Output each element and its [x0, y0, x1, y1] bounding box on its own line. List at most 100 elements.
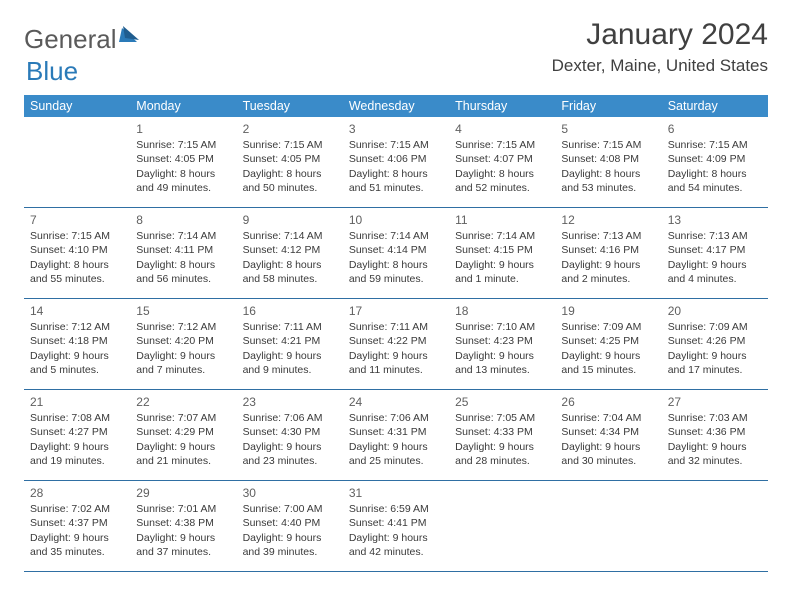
- sunrise-line: Sunrise: 7:05 AM: [455, 411, 549, 425]
- logo-text-blue: Blue: [26, 56, 78, 86]
- day-number: 2: [243, 121, 337, 137]
- col-monday: Monday: [130, 95, 236, 117]
- sunset-line: Sunset: 4:05 PM: [243, 152, 337, 166]
- sunrise-line: Sunrise: 7:15 AM: [561, 138, 655, 152]
- daylight-line: Daylight: 8 hours and 54 minutes.: [668, 167, 762, 195]
- sunrise-line: Sunrise: 7:15 AM: [136, 138, 230, 152]
- calendar-day-cell: 31Sunrise: 6:59 AMSunset: 4:41 PMDayligh…: [343, 481, 449, 572]
- calendar-day-cell: [662, 481, 768, 572]
- daylight-line: Daylight: 9 hours and 7 minutes.: [136, 349, 230, 377]
- day-number: 14: [30, 303, 124, 319]
- daylight-line: Daylight: 9 hours and 5 minutes.: [30, 349, 124, 377]
- sunset-line: Sunset: 4:18 PM: [30, 334, 124, 348]
- daylight-line: Daylight: 8 hours and 53 minutes.: [561, 167, 655, 195]
- calendar-day-cell: 26Sunrise: 7:04 AMSunset: 4:34 PMDayligh…: [555, 390, 661, 481]
- day-number: 4: [455, 121, 549, 137]
- daylight-line: Daylight: 9 hours and 11 minutes.: [349, 349, 443, 377]
- sunset-line: Sunset: 4:41 PM: [349, 516, 443, 530]
- daylight-line: Daylight: 9 hours and 39 minutes.: [243, 531, 337, 559]
- sunrise-line: Sunrise: 7:03 AM: [668, 411, 762, 425]
- day-number: 31: [349, 485, 443, 501]
- sunset-line: Sunset: 4:21 PM: [243, 334, 337, 348]
- sunrise-line: Sunrise: 7:09 AM: [561, 320, 655, 334]
- calendar-day-cell: 17Sunrise: 7:11 AMSunset: 4:22 PMDayligh…: [343, 299, 449, 390]
- calendar-day-cell: 12Sunrise: 7:13 AMSunset: 4:16 PMDayligh…: [555, 208, 661, 299]
- calendar-day-cell: 4Sunrise: 7:15 AMSunset: 4:07 PMDaylight…: [449, 117, 555, 208]
- daylight-line: Daylight: 9 hours and 28 minutes.: [455, 440, 549, 468]
- sunset-line: Sunset: 4:22 PM: [349, 334, 443, 348]
- sunset-line: Sunset: 4:37 PM: [30, 516, 124, 530]
- day-number: 16: [243, 303, 337, 319]
- sunrise-line: Sunrise: 7:13 AM: [561, 229, 655, 243]
- sunset-line: Sunset: 4:12 PM: [243, 243, 337, 257]
- col-sunday: Sunday: [24, 95, 130, 117]
- sunrise-line: Sunrise: 7:13 AM: [668, 229, 762, 243]
- calendar-day-cell: 6Sunrise: 7:15 AMSunset: 4:09 PMDaylight…: [662, 117, 768, 208]
- daylight-line: Daylight: 9 hours and 23 minutes.: [243, 440, 337, 468]
- calendar-week-row: 21Sunrise: 7:08 AMSunset: 4:27 PMDayligh…: [24, 390, 768, 481]
- calendar-day-cell: 18Sunrise: 7:10 AMSunset: 4:23 PMDayligh…: [449, 299, 555, 390]
- calendar-day-cell: 8Sunrise: 7:14 AMSunset: 4:11 PMDaylight…: [130, 208, 236, 299]
- sunset-line: Sunset: 4:30 PM: [243, 425, 337, 439]
- day-number: 18: [455, 303, 549, 319]
- sunset-line: Sunset: 4:27 PM: [30, 425, 124, 439]
- sunset-line: Sunset: 4:07 PM: [455, 152, 549, 166]
- day-number: 30: [243, 485, 337, 501]
- calendar-day-cell: 10Sunrise: 7:14 AMSunset: 4:14 PMDayligh…: [343, 208, 449, 299]
- daylight-line: Daylight: 9 hours and 30 minutes.: [561, 440, 655, 468]
- sunset-line: Sunset: 4:29 PM: [136, 425, 230, 439]
- sunset-line: Sunset: 4:38 PM: [136, 516, 230, 530]
- calendar-day-cell: [555, 481, 661, 572]
- calendar-day-cell: 22Sunrise: 7:07 AMSunset: 4:29 PMDayligh…: [130, 390, 236, 481]
- sunrise-line: Sunrise: 7:07 AM: [136, 411, 230, 425]
- sunset-line: Sunset: 4:34 PM: [561, 425, 655, 439]
- day-number: 28: [30, 485, 124, 501]
- day-number: 13: [668, 212, 762, 228]
- sunset-line: Sunset: 4:08 PM: [561, 152, 655, 166]
- calendar-day-cell: 15Sunrise: 7:12 AMSunset: 4:20 PMDayligh…: [130, 299, 236, 390]
- page-title: January 2024: [552, 18, 768, 52]
- day-number: 3: [349, 121, 443, 137]
- day-number: 20: [668, 303, 762, 319]
- day-number: 21: [30, 394, 124, 410]
- sunset-line: Sunset: 4:36 PM: [668, 425, 762, 439]
- daylight-line: Daylight: 9 hours and 25 minutes.: [349, 440, 443, 468]
- sunrise-line: Sunrise: 7:04 AM: [561, 411, 655, 425]
- daylight-line: Daylight: 9 hours and 4 minutes.: [668, 258, 762, 286]
- calendar-week-row: 1Sunrise: 7:15 AMSunset: 4:05 PMDaylight…: [24, 117, 768, 208]
- calendar-day-cell: 21Sunrise: 7:08 AMSunset: 4:27 PMDayligh…: [24, 390, 130, 481]
- calendar-day-cell: 28Sunrise: 7:02 AMSunset: 4:37 PMDayligh…: [24, 481, 130, 572]
- sunrise-line: Sunrise: 7:00 AM: [243, 502, 337, 516]
- daylight-line: Daylight: 9 hours and 32 minutes.: [668, 440, 762, 468]
- sunrise-line: Sunrise: 7:09 AM: [668, 320, 762, 334]
- daylight-line: Daylight: 8 hours and 52 minutes.: [455, 167, 549, 195]
- daylight-line: Daylight: 9 hours and 2 minutes.: [561, 258, 655, 286]
- sunrise-line: Sunrise: 7:15 AM: [455, 138, 549, 152]
- daylight-line: Daylight: 8 hours and 51 minutes.: [349, 167, 443, 195]
- sunset-line: Sunset: 4:23 PM: [455, 334, 549, 348]
- daylight-line: Daylight: 9 hours and 37 minutes.: [136, 531, 230, 559]
- daylight-line: Daylight: 9 hours and 1 minute.: [455, 258, 549, 286]
- sunset-line: Sunset: 4:09 PM: [668, 152, 762, 166]
- sunrise-line: Sunrise: 7:11 AM: [243, 320, 337, 334]
- sunrise-line: Sunrise: 7:15 AM: [243, 138, 337, 152]
- calendar-day-cell: 5Sunrise: 7:15 AMSunset: 4:08 PMDaylight…: [555, 117, 661, 208]
- day-number: 24: [349, 394, 443, 410]
- calendar-day-cell: 29Sunrise: 7:01 AMSunset: 4:38 PMDayligh…: [130, 481, 236, 572]
- calendar-table: Sunday Monday Tuesday Wednesday Thursday…: [24, 95, 768, 572]
- daylight-line: Daylight: 9 hours and 21 minutes.: [136, 440, 230, 468]
- sunset-line: Sunset: 4:25 PM: [561, 334, 655, 348]
- day-number: 15: [136, 303, 230, 319]
- day-number: 17: [349, 303, 443, 319]
- logo-sail-icon: [119, 24, 143, 49]
- day-number: 10: [349, 212, 443, 228]
- day-number: 23: [243, 394, 337, 410]
- daylight-line: Daylight: 9 hours and 17 minutes.: [668, 349, 762, 377]
- calendar-day-cell: 3Sunrise: 7:15 AMSunset: 4:06 PMDaylight…: [343, 117, 449, 208]
- col-thursday: Thursday: [449, 95, 555, 117]
- sunrise-line: Sunrise: 7:15 AM: [349, 138, 443, 152]
- sunrise-line: Sunrise: 7:15 AM: [30, 229, 124, 243]
- daylight-line: Daylight: 8 hours and 49 minutes.: [136, 167, 230, 195]
- sunrise-line: Sunrise: 7:12 AM: [30, 320, 124, 334]
- page: General January 2024 Dexter, Maine, Unit…: [0, 0, 792, 572]
